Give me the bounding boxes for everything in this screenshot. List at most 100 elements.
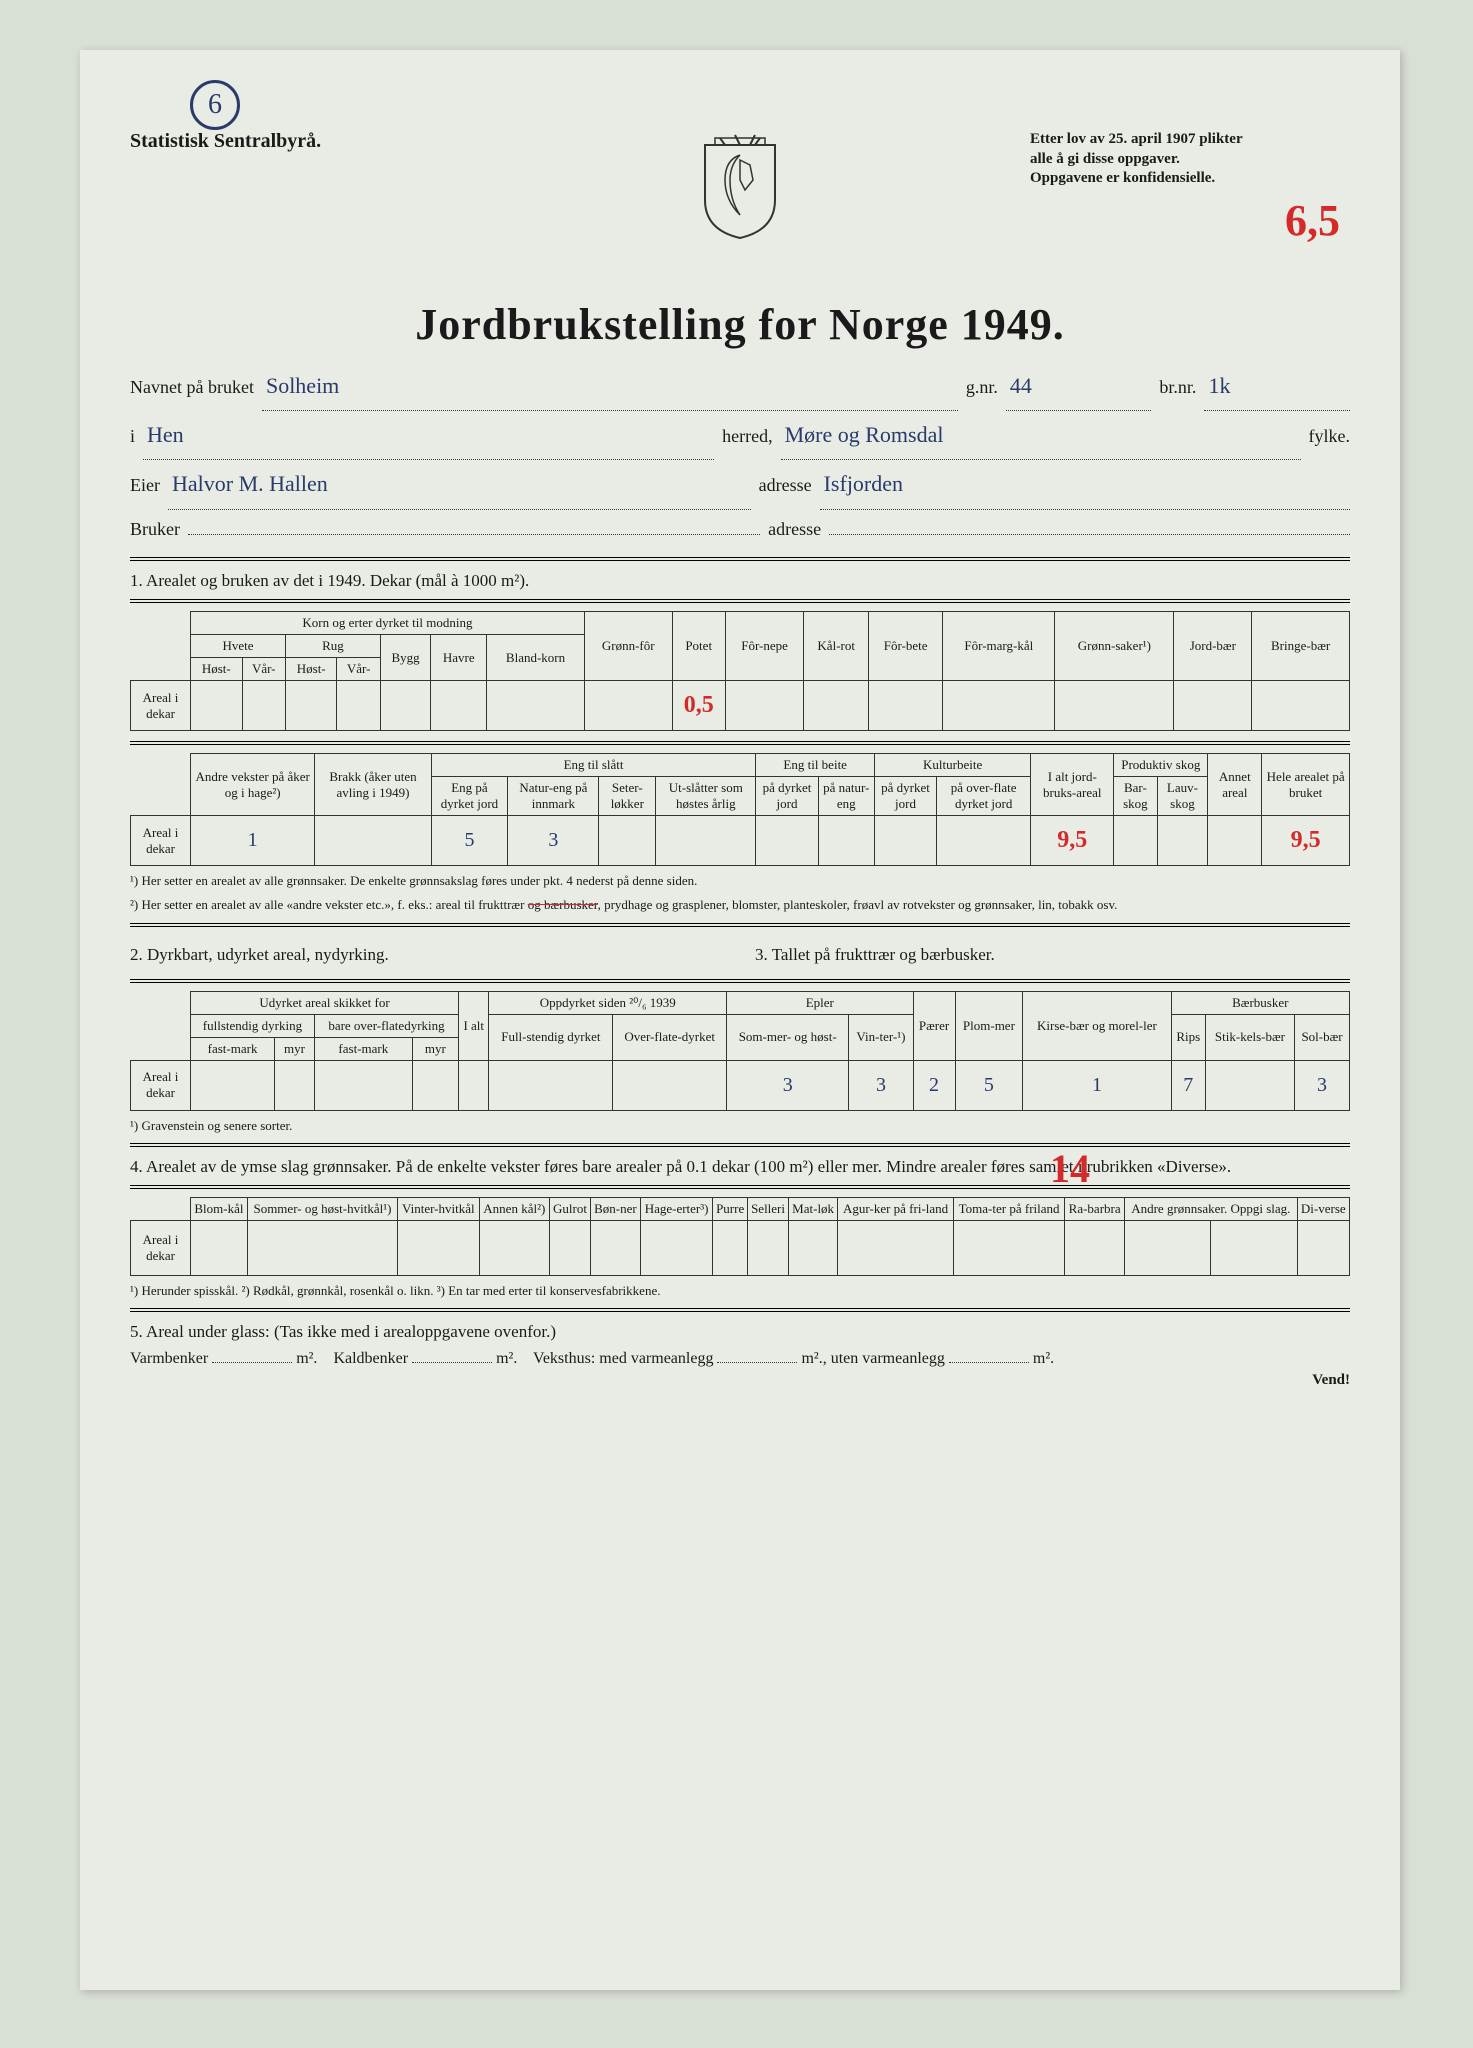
field-varmbenker[interactable] xyxy=(212,1362,292,1363)
cell[interactable] xyxy=(599,816,656,866)
cell[interactable] xyxy=(869,681,943,731)
field-kaldbenker[interactable] xyxy=(412,1362,492,1363)
field-i[interactable]: Hen xyxy=(143,411,714,460)
th-natureng: Natur-eng på innmark xyxy=(508,777,599,816)
cell[interactable] xyxy=(1208,816,1262,866)
cell[interactable] xyxy=(191,681,243,731)
field-navnet[interactable]: Solheim xyxy=(262,362,958,411)
footnote-3: ¹) Gravenstein og senere sorter. xyxy=(130,1117,1350,1135)
cell[interactable] xyxy=(1055,681,1174,731)
cell-eplerv[interactable]: 3 xyxy=(849,1060,913,1110)
field-bruker[interactable] xyxy=(188,534,760,535)
field-adresse1[interactable]: Isfjorden xyxy=(820,460,1350,509)
th-gronnfor: Grønn-fôr xyxy=(584,612,672,681)
cell[interactable] xyxy=(380,681,430,731)
th-lauvskog: Lauv-skog xyxy=(1157,777,1208,816)
cell[interactable] xyxy=(242,681,285,731)
field-herred[interactable]: Møre og Romsdal xyxy=(781,411,1301,460)
cell[interactable] xyxy=(953,1220,1064,1275)
cell[interactable] xyxy=(1211,1220,1297,1275)
cell[interactable] xyxy=(1205,1060,1294,1110)
cell[interactable] xyxy=(479,1220,549,1275)
cell[interactable] xyxy=(1252,681,1350,731)
field-eier[interactable]: Halvor M. Hallen xyxy=(168,460,751,509)
cell[interactable] xyxy=(748,1220,789,1275)
field-adresse2[interactable] xyxy=(829,534,1350,535)
cell[interactable] xyxy=(550,1220,591,1275)
cell[interactable] xyxy=(584,681,672,731)
cell[interactable] xyxy=(804,681,869,731)
field-brnr[interactable]: 1k xyxy=(1204,362,1350,411)
unit-m2: m². xyxy=(801,1350,822,1367)
cell[interactable] xyxy=(1157,816,1208,866)
cell[interactable] xyxy=(756,816,818,866)
cell[interactable] xyxy=(943,681,1055,731)
cell[interactable] xyxy=(247,1220,397,1275)
th-sommerhvit: Sommer- og høst-hvitkål¹) xyxy=(247,1197,397,1220)
cell-rips[interactable]: 7 xyxy=(1171,1060,1205,1110)
cell-hele[interactable]: 9,5 xyxy=(1262,816,1350,866)
th-gulrot: Gulrot xyxy=(550,1197,591,1220)
cell[interactable] xyxy=(191,1060,275,1110)
cell[interactable] xyxy=(398,1220,480,1275)
th-hvete-var: Vår- xyxy=(242,658,285,681)
cell[interactable] xyxy=(838,1220,954,1275)
cell[interactable] xyxy=(725,681,804,731)
cell[interactable] xyxy=(818,816,874,866)
cell[interactable] xyxy=(713,1220,748,1275)
cell[interactable] xyxy=(275,1060,315,1110)
th-hageerter: Hage-erter³) xyxy=(640,1197,712,1220)
field-gnr[interactable]: 44 xyxy=(1006,362,1152,411)
field-veksthus-uten[interactable] xyxy=(949,1362,1029,1363)
cell[interactable] xyxy=(937,816,1031,866)
th-forbete: Fôr-bete xyxy=(869,612,943,681)
cell-kirse[interactable]: 1 xyxy=(1023,1060,1171,1110)
cell[interactable] xyxy=(613,1060,727,1110)
cell-potet[interactable]: 0,5 xyxy=(672,681,725,731)
cell-ialt[interactable]: 9,5 xyxy=(1031,816,1114,866)
cell[interactable] xyxy=(1297,1220,1349,1275)
legal-notice: Etter lov av 25. april 1907 plikter alle… xyxy=(1030,130,1350,189)
cell-eplers[interactable]: 3 xyxy=(727,1060,849,1110)
cell[interactable] xyxy=(191,1220,248,1275)
th-prodskog: Produktiv skog xyxy=(1114,754,1208,777)
cell[interactable] xyxy=(656,816,756,866)
section-5-fields: Varmbenker m². Kaldbenker m². Veksthus: … xyxy=(130,1350,1350,1368)
cell[interactable] xyxy=(874,816,936,866)
table-1a: Korn og erter dyrket til modning Grønn-f… xyxy=(130,611,1350,731)
cell[interactable] xyxy=(1174,681,1252,731)
cell[interactable] xyxy=(337,681,380,731)
cell[interactable] xyxy=(590,1220,640,1275)
label-veksthus: Veksthus: med varmeanlegg xyxy=(533,1350,713,1367)
red-annotation-top: 6,5 xyxy=(1285,195,1340,246)
cell[interactable] xyxy=(285,681,337,731)
th-diverse: Di-verse xyxy=(1297,1197,1349,1220)
th-havre: Havre xyxy=(431,635,487,681)
footnote-2: ²) Her setter en arealet av alle «andre … xyxy=(130,896,1350,914)
label-fylke: fylke. xyxy=(1309,417,1350,457)
cell[interactable] xyxy=(1114,816,1157,866)
cell[interactable] xyxy=(459,1060,489,1110)
th-brakk: Brakk (åker uten avling i 1949) xyxy=(315,754,431,816)
cell[interactable] xyxy=(788,1220,837,1275)
cell-paerer[interactable]: 2 xyxy=(913,1060,955,1110)
th-utslatter: Ut-slåtter som høstes årlig xyxy=(656,777,756,816)
cell-solbaer[interactable]: 3 xyxy=(1295,1060,1350,1110)
th-potet: Potet xyxy=(672,612,725,681)
cell-eng[interactable]: 5 xyxy=(431,816,508,866)
cell[interactable] xyxy=(431,681,487,731)
turn-page-label: Vend! xyxy=(130,1372,1350,1389)
cell[interactable] xyxy=(314,1060,412,1110)
cell[interactable] xyxy=(1065,1220,1125,1275)
cell-plommer[interactable]: 5 xyxy=(955,1060,1023,1110)
cell[interactable] xyxy=(315,816,431,866)
cell-andre[interactable]: 1 xyxy=(191,816,315,866)
cell-natur[interactable]: 3 xyxy=(508,816,599,866)
cell[interactable] xyxy=(412,1060,458,1110)
cell[interactable] xyxy=(1125,1220,1211,1275)
th-hvete: Hvete xyxy=(191,635,286,658)
field-veksthus-varm[interactable] xyxy=(717,1362,797,1363)
cell[interactable] xyxy=(640,1220,712,1275)
cell[interactable] xyxy=(489,1060,613,1110)
cell[interactable] xyxy=(487,681,585,731)
